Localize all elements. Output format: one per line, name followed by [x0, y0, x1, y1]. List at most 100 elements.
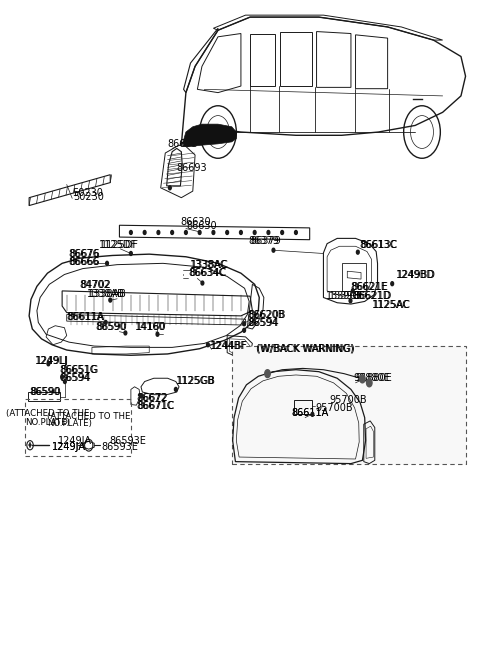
Bar	[25, 399, 131, 457]
Circle shape	[156, 332, 159, 336]
Text: NO.PLATE): NO.PLATE)	[48, 419, 92, 428]
Circle shape	[295, 230, 297, 234]
Text: 95700B: 95700B	[329, 395, 367, 405]
Text: 95700B: 95700B	[315, 403, 353, 413]
Text: 86379: 86379	[249, 236, 279, 246]
Circle shape	[157, 230, 160, 234]
Circle shape	[61, 375, 63, 379]
Text: 86594: 86594	[248, 318, 278, 328]
Circle shape	[206, 343, 209, 347]
Circle shape	[212, 230, 215, 234]
Circle shape	[168, 186, 171, 190]
Text: 86593E: 86593E	[101, 442, 138, 451]
Circle shape	[243, 328, 245, 332]
Text: 86634C: 86634C	[188, 268, 226, 278]
Text: 1125DF: 1125DF	[99, 240, 137, 250]
Text: 86611A: 86611A	[67, 313, 104, 322]
Text: 86672: 86672	[136, 393, 167, 403]
Text: 1249LJ: 1249LJ	[35, 357, 68, 367]
Circle shape	[265, 370, 270, 378]
Circle shape	[174, 388, 177, 392]
Circle shape	[130, 251, 132, 255]
Text: 86621E: 86621E	[351, 282, 388, 291]
Text: 1249BD: 1249BD	[396, 270, 435, 280]
Text: 1339CE: 1339CE	[329, 291, 366, 301]
Text: 1249JA: 1249JA	[52, 442, 86, 451]
Circle shape	[104, 320, 107, 324]
Text: 86379: 86379	[250, 236, 281, 246]
Circle shape	[184, 230, 187, 234]
Text: 1125GB: 1125GB	[177, 376, 216, 386]
Text: 86666: 86666	[69, 257, 100, 267]
Text: 86630: 86630	[180, 217, 211, 227]
Text: 14160: 14160	[135, 322, 166, 332]
Text: 91880E: 91880E	[354, 373, 390, 383]
Circle shape	[367, 379, 372, 387]
Circle shape	[171, 230, 174, 234]
Text: 84702: 84702	[81, 280, 111, 290]
Text: 50230: 50230	[72, 188, 103, 197]
Text: 1249BD: 1249BD	[397, 270, 436, 280]
Text: 1125AC: 1125AC	[372, 300, 410, 310]
Text: 86611A: 86611A	[291, 409, 329, 418]
Text: 1244BF: 1244BF	[211, 341, 248, 351]
Circle shape	[281, 230, 284, 234]
Circle shape	[360, 375, 365, 383]
Text: 1338AC: 1338AC	[191, 260, 228, 270]
Circle shape	[124, 331, 127, 335]
Text: (ATTACHED TO THE: (ATTACHED TO THE	[48, 412, 131, 421]
Circle shape	[47, 362, 50, 366]
Text: 86671C: 86671C	[136, 401, 174, 411]
Polygon shape	[184, 124, 236, 147]
Text: 1249JA: 1249JA	[52, 442, 86, 451]
Circle shape	[226, 230, 228, 234]
Text: (W/BACK WARNING): (W/BACK WARNING)	[257, 344, 355, 354]
Text: 86630: 86630	[186, 220, 216, 230]
Circle shape	[130, 230, 132, 234]
Text: (ATTACHED TO THE: (ATTACHED TO THE	[6, 409, 89, 418]
Text: 86611A: 86611A	[68, 313, 105, 322]
Circle shape	[240, 230, 242, 234]
Bar	[28, 392, 60, 401]
Bar	[232, 346, 467, 465]
Circle shape	[109, 298, 112, 302]
Text: 1125DF: 1125DF	[101, 240, 139, 250]
Text: 86590: 86590	[30, 387, 61, 397]
Text: 50230: 50230	[73, 191, 105, 201]
Text: 86651G: 86651G	[60, 365, 97, 375]
Text: 86621D: 86621D	[354, 291, 392, 301]
Text: 86666: 86666	[68, 257, 99, 267]
Text: 1338AC: 1338AC	[190, 260, 228, 270]
Text: 86693: 86693	[168, 139, 198, 149]
Text: 86634C: 86634C	[189, 268, 227, 278]
Circle shape	[391, 282, 394, 286]
Circle shape	[201, 281, 204, 285]
Text: 86594: 86594	[249, 318, 279, 328]
Circle shape	[311, 413, 314, 417]
Text: (W/BACK WARNING): (W/BACK WARNING)	[255, 344, 353, 354]
Circle shape	[253, 230, 256, 234]
Text: NO.PLATE): NO.PLATE)	[25, 418, 70, 427]
Text: 86620B: 86620B	[249, 310, 286, 320]
Bar	[294, 400, 312, 415]
Circle shape	[267, 230, 270, 234]
Text: 86593E: 86593E	[109, 436, 146, 446]
Text: 86672: 86672	[137, 393, 168, 403]
Text: 1339CE: 1339CE	[326, 291, 363, 301]
Text: 86621E: 86621E	[350, 282, 387, 291]
Text: 86594: 86594	[60, 374, 90, 384]
Circle shape	[357, 250, 359, 254]
Circle shape	[140, 394, 143, 398]
Text: 91880E: 91880E	[356, 373, 392, 383]
Text: 86590: 86590	[29, 387, 60, 397]
Text: 86590: 86590	[96, 322, 126, 332]
Circle shape	[351, 289, 354, 293]
Text: 86671C: 86671C	[137, 401, 175, 411]
Text: 1338AB: 1338AB	[89, 289, 127, 299]
Text: 1249LJ: 1249LJ	[36, 357, 69, 367]
Circle shape	[143, 230, 146, 234]
Text: 86590: 86590	[96, 322, 127, 332]
Text: 1249JA: 1249JA	[58, 436, 92, 446]
Text: 1244BF: 1244BF	[210, 341, 247, 351]
Text: 14160: 14160	[134, 322, 165, 332]
